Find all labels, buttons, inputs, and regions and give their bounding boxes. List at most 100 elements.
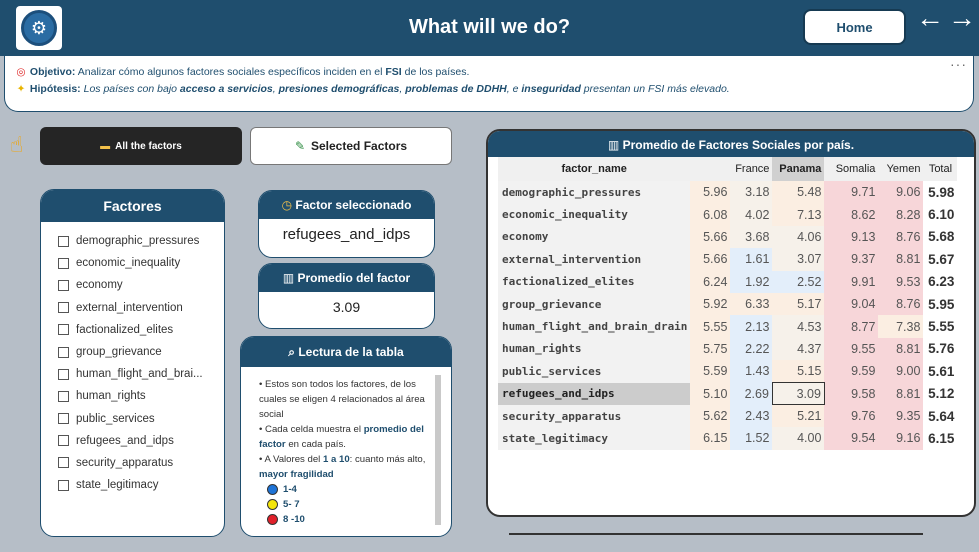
factor-checkbox[interactable] bbox=[58, 235, 69, 247]
factor-item[interactable]: human_rights bbox=[58, 385, 224, 407]
factor-item[interactable]: demographic_pressures bbox=[58, 230, 224, 252]
more-options-icon[interactable]: ··· bbox=[950, 56, 967, 72]
table-row[interactable]: economy 5.66 3.68 4.06 9.13 8.76 5.68 bbox=[498, 225, 957, 249]
hypothesis-sep1: , bbox=[272, 83, 279, 95]
factor-checkbox[interactable] bbox=[58, 302, 69, 314]
col-total[interactable]: Total bbox=[923, 157, 958, 181]
cell-c1: 6.08 bbox=[690, 203, 731, 226]
factor-list: demographic_pressures economic_inequality… bbox=[41, 222, 224, 496]
factor-item[interactable]: factionalized_elites bbox=[58, 319, 224, 341]
cell-panama: 4.00 bbox=[772, 427, 825, 450]
selected-factors-button[interactable]: ✎ Selected Factors bbox=[250, 127, 452, 165]
table-title: Promedio de Factores Sociales por país. bbox=[622, 138, 855, 152]
table-row[interactable]: factionalized_elites 6.24 1.92 2.52 9.91 9.53… bbox=[498, 270, 957, 293]
col-yemen[interactable]: Yemen bbox=[878, 157, 924, 181]
cell-total: 5.98 bbox=[928, 184, 955, 200]
table-row[interactable]: state_legitimacy 6.15 1.52 4.00 9.54 9.16 6.15 bbox=[498, 427, 957, 450]
row-factor-name[interactable]: factionalized_elites bbox=[498, 270, 691, 293]
legend-label: 1-4 bbox=[283, 484, 297, 495]
row-factor-name[interactable]: public_services bbox=[498, 360, 691, 383]
cell-yemen: 8.81 bbox=[878, 248, 924, 271]
factor-item[interactable]: group_grievance bbox=[58, 341, 224, 363]
factor-item[interactable]: human_flight_and_brai... bbox=[58, 363, 224, 385]
factor-label: state_legitimacy bbox=[76, 479, 159, 492]
legend-dot-icon bbox=[267, 499, 278, 510]
hypothesis-text: Los países con bajo bbox=[80, 83, 180, 95]
table-row[interactable]: demographic_pressures 5.96 3.18 5.48 9.71 9.0… bbox=[498, 181, 957, 204]
table-row[interactable]: group_grievance 5.92 6.33 5.17 9.04 8.76 5.95 bbox=[498, 292, 957, 316]
factor-item[interactable]: state_legitimacy bbox=[58, 474, 224, 496]
page-title: What will we do? bbox=[408, 16, 571, 38]
factor-item[interactable]: economy bbox=[58, 274, 224, 296]
factor-item[interactable]: external_intervention bbox=[58, 297, 224, 319]
col-panama[interactable]: Panama bbox=[772, 157, 825, 181]
table-header: ▥ Promedio de Factores Sociales por país… bbox=[488, 131, 974, 157]
factor-item[interactable]: refugees_and_idps bbox=[58, 430, 224, 452]
cell-france: 3.68 bbox=[730, 225, 773, 249]
cell-c1: 5.55 bbox=[690, 315, 731, 338]
magnifier-icon: ⌕ bbox=[288, 345, 295, 359]
col-france[interactable]: France bbox=[730, 157, 773, 181]
factor-checkbox[interactable] bbox=[58, 457, 69, 469]
factores-title: Factores bbox=[41, 190, 224, 222]
row-factor-name[interactable]: security_apparatus bbox=[498, 404, 691, 428]
cell-somalia: 9.71 bbox=[824, 181, 879, 204]
row-factor-name[interactable]: demographic_pressures bbox=[498, 181, 691, 204]
factor-item[interactable]: security_apparatus bbox=[58, 452, 224, 474]
table-row[interactable]: human_rights 5.75 2.22 4.37 9.55 8.81 5.76 bbox=[498, 337, 957, 361]
cell-panama: 5.21 bbox=[772, 404, 825, 428]
cell-france: 2.22 bbox=[730, 337, 773, 361]
cell-somalia: 8.62 bbox=[824, 203, 879, 226]
factor-item[interactable]: public_services bbox=[58, 408, 224, 430]
cell-yemen: 8.76 bbox=[878, 225, 924, 249]
cell-yemen: 8.76 bbox=[878, 292, 924, 316]
factor-checkbox[interactable] bbox=[58, 368, 69, 380]
table-row[interactable]: security_apparatus 5.62 2.43 5.21 9.76 9.35 5.… bbox=[498, 404, 957, 428]
row-factor-name[interactable]: group_grievance bbox=[498, 292, 691, 316]
cell-c1: 5.96 bbox=[690, 181, 731, 204]
row-factor-name[interactable]: state_legitimacy bbox=[498, 427, 691, 450]
col-blank[interactable] bbox=[690, 157, 731, 181]
factor-checkbox[interactable] bbox=[58, 324, 69, 336]
col-factor-name[interactable]: factor_name bbox=[498, 157, 691, 181]
factor-checkbox[interactable] bbox=[58, 257, 69, 269]
factor-label: economic_inequality bbox=[76, 257, 181, 270]
cell-somalia: 9.37 bbox=[824, 248, 879, 271]
factors-matrix: factor_name France Panama Somalia Yemen … bbox=[498, 157, 958, 450]
factor-checkbox[interactable] bbox=[58, 479, 69, 491]
hypothesis-sep2: , bbox=[399, 83, 406, 95]
factor-checkbox[interactable] bbox=[58, 390, 69, 402]
row-factor-name[interactable]: external_intervention bbox=[498, 248, 691, 271]
factor-checkbox[interactable] bbox=[58, 413, 69, 425]
hypothesis-label: Hipótesis: bbox=[29, 83, 81, 95]
cell-panama: 4.37 bbox=[772, 337, 825, 361]
back-arrow-icon[interactable]: ← bbox=[916, 2, 944, 33]
factor-checkbox[interactable] bbox=[58, 435, 69, 447]
home-button[interactable]: Home bbox=[803, 9, 906, 45]
hypothesis-b2: presiones demográficas bbox=[278, 83, 400, 95]
all-factors-button[interactable]: ▬ All the factors bbox=[40, 127, 242, 165]
factor-checkbox[interactable] bbox=[58, 346, 69, 358]
factor-checkbox[interactable] bbox=[58, 279, 69, 291]
row-factor-name[interactable]: economic_inequality bbox=[498, 203, 691, 226]
row-factor-name[interactable]: refugees_and_idps bbox=[498, 382, 691, 405]
cell-france: 1.43 bbox=[730, 360, 773, 383]
table-row[interactable]: public_services 5.59 1.43 5.15 9.59 9.00 5.61 bbox=[498, 360, 957, 383]
col-somalia[interactable]: Somalia bbox=[824, 157, 879, 181]
row-factor-name[interactable]: human_rights bbox=[498, 337, 691, 361]
forward-arrow-icon[interactable]: → bbox=[948, 2, 976, 33]
table-row[interactable]: economic_inequality 6.08 4.02 7.13 8.62 8.28 6… bbox=[498, 203, 957, 226]
cell-total: 5.55 bbox=[928, 319, 955, 335]
table-row[interactable]: external_intervention 5.66 1.61 3.07 9.37 8.8… bbox=[498, 248, 957, 271]
factor-item[interactable]: economic_inequality bbox=[58, 252, 224, 274]
row-factor-name[interactable]: human_flight_and_brain_drain bbox=[498, 315, 691, 338]
table-row[interactable]: refugees_and_idps 5.10 2.69 3.09 9.58 8.81 5.1… bbox=[498, 382, 957, 406]
row-factor-name[interactable]: economy bbox=[498, 225, 691, 249]
table-row[interactable]: human_flight_and_brain_drain 5.55 2.13 4.53… bbox=[498, 315, 957, 338]
cell-yemen: 9.16 bbox=[878, 427, 924, 450]
legend-dot-icon bbox=[267, 514, 278, 525]
globe-icon: ⚙ bbox=[21, 10, 57, 46]
cell-total: 5.64 bbox=[928, 408, 955, 424]
lectura-p3a: • A Valores del bbox=[259, 454, 323, 465]
lectura-scrollbar[interactable] bbox=[435, 375, 441, 525]
